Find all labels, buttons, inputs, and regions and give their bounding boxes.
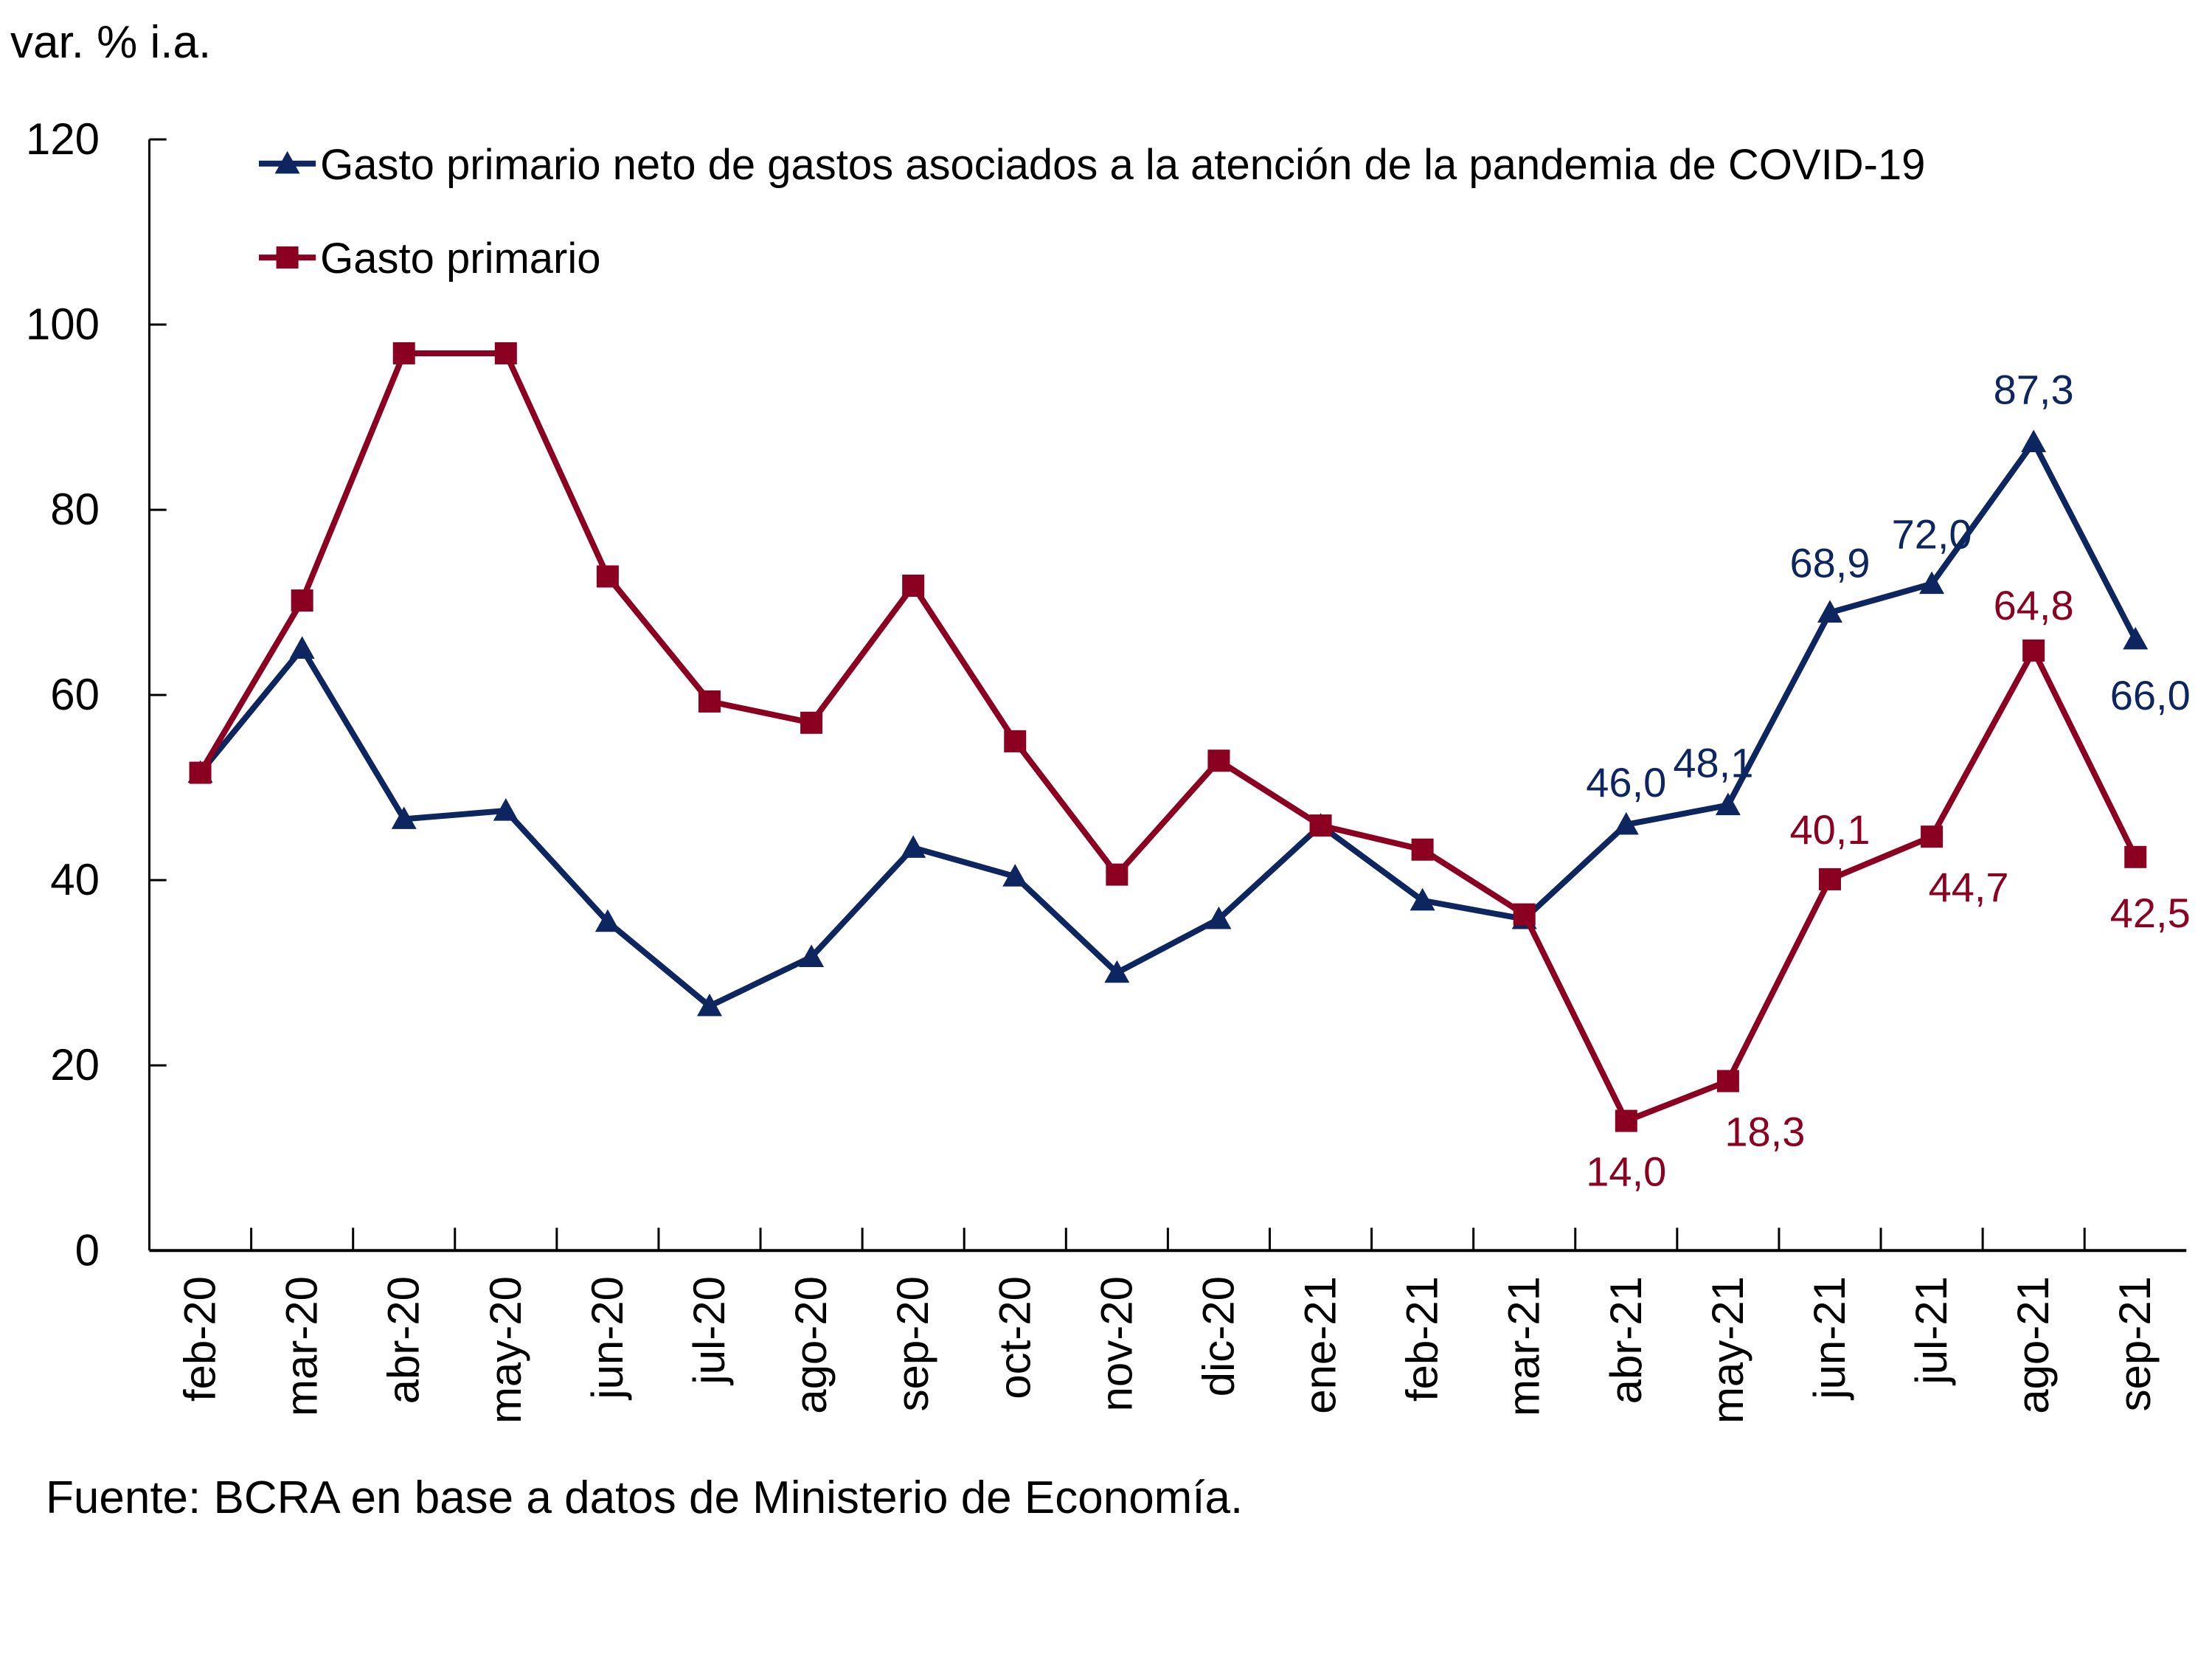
data-label: 46,0 [1586, 759, 1666, 806]
legend: Gasto primario neto de gastos asociados … [259, 141, 1925, 283]
data-point-square [1513, 903, 1536, 926]
data-label: 72,0 [1892, 511, 1972, 558]
data-point-triangle [1206, 906, 1232, 929]
data-point-square [1004, 730, 1027, 752]
data-label: 18,3 [1724, 1109, 1805, 1155]
x-tick-label: oct-20 [990, 1276, 1039, 1399]
data-point-square [698, 690, 721, 713]
x-tick-label: ago-20 [786, 1276, 836, 1414]
data-point-triangle [391, 806, 417, 829]
data-label: 42,5 [2110, 890, 2191, 936]
data-point-square [902, 575, 925, 598]
data-point-square [1309, 814, 1332, 837]
data-point-square [1921, 825, 1944, 848]
data-point-square [1207, 749, 1230, 772]
x-tick-label: sep-21 [2110, 1276, 2160, 1411]
data-point-square [800, 711, 823, 734]
series-line [198, 350, 2138, 1125]
data-point-triangle [1104, 960, 1130, 983]
data-point-triangle [2123, 626, 2149, 650]
legend-item: Gasto primario [259, 235, 600, 283]
data-point-square [1716, 1070, 1739, 1092]
data-point-triangle [1919, 571, 1945, 595]
x-tick-label: may-20 [481, 1276, 530, 1424]
y-tick-label: 20 [50, 1040, 100, 1090]
data-point-triangle [493, 798, 519, 821]
data-label: 44,7 [1929, 864, 2009, 910]
x-tick-label: feb-20 [176, 1276, 225, 1402]
series-group: 46,0 48,1 68,9 72,0 87,3 66,0 14,0 18,3 40,1 44,7… [187, 342, 2191, 1195]
data-label: 40,1 [1789, 806, 1870, 853]
data-label: 14,0 [1586, 1149, 1666, 1195]
x-tick-label: nov-20 [1092, 1276, 1141, 1411]
x-tick-label: ene-21 [1296, 1276, 1345, 1414]
data-point-triangle [696, 993, 722, 1016]
data-point-triangle [289, 636, 315, 659]
data-label: 87,3 [1994, 366, 2074, 412]
data-point-square [189, 761, 212, 784]
data-point-square [392, 342, 415, 364]
data-point-square [291, 589, 313, 612]
y-tick-labels: 0 20 40 60 80 100 120 [26, 114, 100, 1275]
data-point-triangle [1002, 864, 1028, 887]
legend-triangle-icon [274, 150, 300, 174]
data-point-triangle [1613, 811, 1639, 835]
y-tick-label: 120 [26, 114, 100, 164]
x-tick-labels: feb-20 mar-20 abr-20 may-20 jun-20 jul-20 ago-… [176, 1276, 2160, 1424]
data-point-triangle [901, 835, 926, 858]
data-point-square [2022, 639, 2045, 662]
data-point-triangle [1410, 887, 1435, 911]
data-point-square [1106, 863, 1128, 886]
data-point-square [2124, 845, 2147, 868]
y-tick-label: 0 [75, 1225, 100, 1275]
axes [148, 138, 2187, 1253]
y-tick-label: 100 [26, 299, 100, 349]
x-tick-label: jul-20 [684, 1276, 734, 1386]
series-gasto-neto-covid: 46,0 48,1 68,9 72,0 87,3 66,0 [187, 366, 2191, 1016]
data-label: 48,1 [1673, 739, 1753, 786]
data-point-square [1818, 867, 1841, 890]
data-point-square [494, 342, 517, 364]
y-tick-label: 40 [50, 855, 100, 904]
source-note: Fuente: BCRA en base a datos de Minister… [46, 1472, 1244, 1523]
y-tick-label: 80 [50, 485, 100, 534]
x-tick-label: jun-20 [583, 1276, 632, 1401]
data-point-triangle [594, 909, 620, 932]
data-point-triangle [799, 944, 825, 967]
legend-label: Gasto primario [320, 235, 600, 283]
x-tick-label: jun-21 [1805, 1276, 1854, 1401]
legend-item: Gasto primario neto de gastos asociados … [259, 141, 1925, 189]
x-tick-label: abr-21 [1601, 1276, 1651, 1404]
x-tick-label: mar-20 [277, 1276, 327, 1416]
data-point-triangle [1715, 792, 1741, 816]
data-point-square [596, 565, 619, 588]
x-tick-label: dic-20 [1193, 1276, 1243, 1396]
data-point-triangle [1817, 600, 1842, 623]
y-axis-title: var. % i.a. [10, 17, 211, 68]
y-tick-label: 60 [50, 670, 100, 719]
data-label: 66,0 [2110, 672, 2191, 718]
series-line [198, 436, 2138, 1010]
x-tick-label: ago-21 [2008, 1276, 2058, 1414]
x-tick-label: abr-20 [379, 1276, 429, 1404]
data-label: 64,8 [1994, 582, 2074, 628]
data-point-square [1615, 1109, 1637, 1132]
legend-square-icon [276, 246, 299, 269]
data-point-triangle [2021, 429, 2047, 453]
x-tick-label: feb-21 [1398, 1276, 1447, 1402]
data-label: 68,9 [1789, 539, 1870, 586]
x-tick-label: mar-21 [1499, 1276, 1549, 1416]
data-point-square [1411, 838, 1434, 861]
x-tick-label: may-21 [1703, 1276, 1752, 1424]
x-tick-label: jul-21 [1907, 1276, 1956, 1386]
x-tick-label: sep-20 [888, 1276, 937, 1411]
legend-label: Gasto primario neto de gastos asociados … [320, 141, 1925, 189]
series-gasto-primario: 14,0 18,3 40,1 44,7 64,8 42,5 [189, 342, 2191, 1195]
